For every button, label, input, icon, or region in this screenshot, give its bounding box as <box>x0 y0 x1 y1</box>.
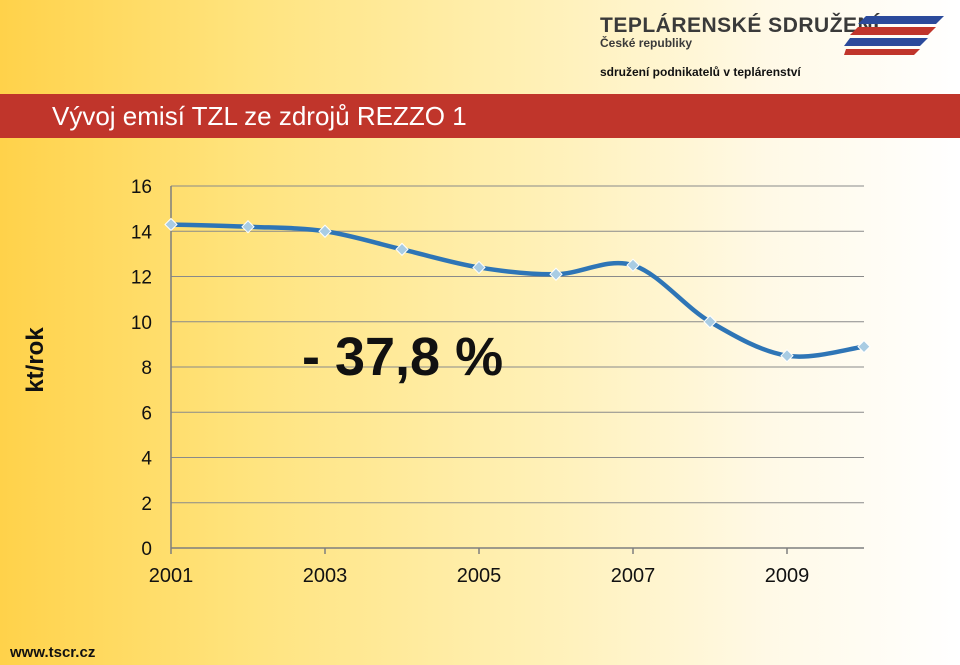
y-tick-label: 8 <box>141 358 152 379</box>
y-tick-label: 14 <box>131 222 153 243</box>
title-banner: Vývoj emisí TZL ze zdrojů REZZO 1 <box>0 94 960 138</box>
x-tick-label: 2003 <box>303 565 348 587</box>
series-line <box>170 222 865 359</box>
x-tick-label: 2001 <box>149 565 194 587</box>
logo-subtitle: České republiky <box>600 36 693 50</box>
y-tick-label: 4 <box>141 449 152 470</box>
slide-title: Vývoj emisí TZL ze zdrojů REZZO 1 <box>52 101 467 131</box>
data-point <box>164 217 178 232</box>
x-tick-label: 2007 <box>611 565 656 587</box>
data-point <box>780 348 794 363</box>
tagline: sdružení podnikatelů v teplárenství <box>600 65 801 79</box>
data-point <box>703 315 717 329</box>
y-tick-label: 10 <box>131 313 152 334</box>
data-point <box>857 339 871 354</box>
logo: TEPLÁRENSKÉ SDRUŽENÍ České republiky <box>596 12 946 64</box>
logo-stripes-icon <box>844 16 944 55</box>
data-point <box>626 258 640 272</box>
y-axis-label: kt/rok <box>22 327 49 393</box>
data-point <box>318 224 332 238</box>
y-tick-label: 12 <box>131 268 152 289</box>
y-tick-label: 0 <box>141 539 152 560</box>
x-tick-label: 2005 <box>457 565 502 587</box>
y-tick-label: 2 <box>141 494 152 515</box>
y-tick-label: 16 <box>131 177 152 198</box>
footer-url: www.tscr.cz <box>10 644 96 661</box>
data-point <box>395 242 409 257</box>
x-tick-label: 2009 <box>765 565 810 587</box>
data-point <box>241 220 255 234</box>
logo-title: TEPLÁRENSKÉ SDRUŽENÍ <box>600 14 880 37</box>
y-tick-label: 6 <box>141 403 152 424</box>
data-point <box>549 267 563 281</box>
reduction-annotation: - 37,8 % <box>302 327 504 387</box>
data-point <box>472 260 486 275</box>
